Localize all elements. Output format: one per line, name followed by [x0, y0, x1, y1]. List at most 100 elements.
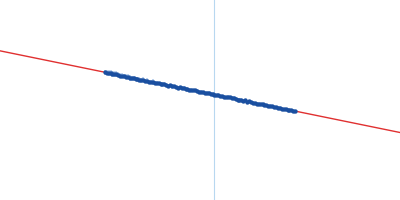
Point	[138, 79, 144, 82]
Point	[167, 84, 173, 87]
Point	[286, 108, 293, 111]
Point	[173, 86, 179, 89]
Point	[198, 90, 204, 93]
Point	[113, 72, 120, 76]
Point	[228, 97, 235, 100]
Point	[236, 98, 243, 101]
Point	[126, 76, 133, 80]
Point	[256, 102, 262, 105]
Point	[284, 108, 291, 112]
Point	[269, 105, 275, 108]
Point	[259, 102, 266, 106]
Point	[200, 91, 206, 94]
Point	[156, 82, 162, 85]
Point	[252, 101, 258, 104]
Point	[165, 84, 172, 87]
Point	[154, 81, 160, 84]
Point	[144, 79, 150, 82]
Point	[150, 80, 156, 84]
Point	[280, 107, 287, 110]
Point	[128, 77, 135, 80]
Point	[192, 89, 198, 92]
Point	[175, 86, 181, 89]
Point	[115, 73, 122, 76]
Point	[209, 93, 216, 96]
Point	[107, 71, 114, 74]
Point	[104, 71, 110, 74]
Point	[132, 77, 139, 80]
Point	[213, 93, 220, 96]
Point	[227, 96, 233, 99]
Point	[148, 80, 154, 83]
Point	[223, 96, 229, 99]
Point	[121, 75, 127, 78]
Point	[190, 89, 196, 92]
Point	[211, 93, 218, 96]
Point	[238, 98, 244, 101]
Point	[275, 106, 281, 109]
Point	[207, 92, 214, 95]
Point	[106, 71, 112, 74]
Point	[171, 85, 177, 88]
Point	[182, 87, 189, 90]
Point	[152, 81, 158, 84]
Point	[271, 105, 277, 109]
Point	[288, 109, 294, 112]
Point	[244, 101, 250, 104]
Point	[178, 86, 185, 89]
Point	[278, 107, 285, 110]
Point	[202, 91, 208, 94]
Point	[263, 104, 270, 107]
Point	[206, 91, 212, 95]
Point	[215, 93, 222, 97]
Point	[111, 73, 118, 76]
Point	[194, 89, 200, 93]
Point	[246, 100, 252, 103]
Point	[196, 90, 202, 94]
Point	[157, 82, 164, 85]
Point	[240, 99, 246, 102]
Point	[290, 109, 296, 112]
Point	[204, 91, 210, 94]
Point	[265, 104, 272, 107]
Point	[277, 106, 283, 109]
Point	[248, 100, 254, 104]
Point	[225, 95, 231, 99]
Point	[267, 104, 274, 107]
Point	[117, 74, 123, 77]
Point	[146, 80, 152, 83]
Point	[130, 77, 137, 80]
Point	[234, 98, 241, 101]
Point	[254, 102, 260, 106]
Point	[140, 78, 146, 81]
Point	[180, 87, 187, 90]
Point	[142, 79, 148, 82]
Point	[186, 88, 193, 92]
Point	[242, 99, 248, 102]
Point	[273, 105, 279, 109]
Point	[176, 86, 183, 89]
Point	[292, 110, 298, 113]
Point	[159, 83, 166, 86]
Point	[188, 89, 194, 92]
Point	[184, 88, 191, 91]
Point	[123, 75, 129, 78]
Point	[250, 101, 256, 104]
Point	[221, 95, 227, 99]
Point	[161, 82, 168, 85]
Point	[217, 94, 224, 98]
Point	[136, 78, 142, 81]
Point	[102, 70, 108, 74]
Point	[134, 77, 141, 80]
Point	[163, 83, 170, 86]
Point	[261, 103, 268, 107]
Point	[258, 102, 264, 106]
Point	[230, 97, 237, 100]
Point	[219, 95, 225, 98]
Point	[125, 75, 131, 78]
Point	[119, 74, 125, 77]
Point	[282, 108, 289, 111]
Point	[232, 97, 239, 100]
Point	[109, 72, 116, 75]
Point	[169, 85, 175, 88]
